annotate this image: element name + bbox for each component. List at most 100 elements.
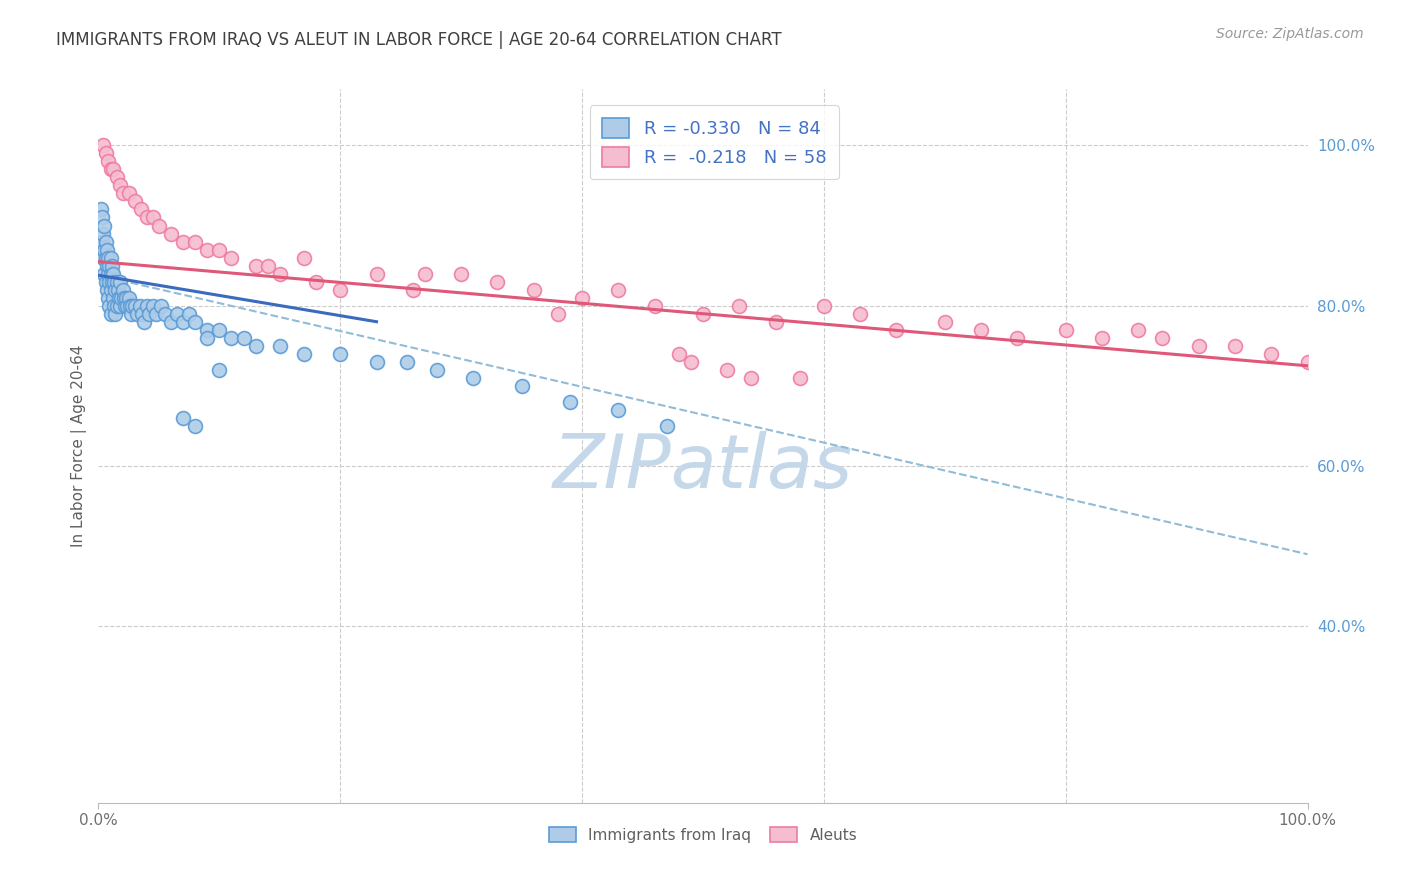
Point bbox=[91, 251, 114, 265]
Y-axis label: In Labor Force | Age 20-64: In Labor Force | Age 20-64 bbox=[72, 345, 87, 547]
Point bbox=[103, 299, 125, 313]
Point bbox=[118, 299, 141, 313]
Point bbox=[245, 339, 267, 353]
Point bbox=[100, 267, 122, 281]
Point bbox=[655, 419, 678, 434]
Point bbox=[172, 315, 194, 329]
Point bbox=[789, 371, 811, 385]
Point bbox=[114, 299, 136, 313]
Point bbox=[849, 307, 872, 321]
Point bbox=[142, 211, 165, 225]
Point bbox=[160, 315, 183, 329]
Point bbox=[100, 275, 122, 289]
Point bbox=[221, 331, 243, 345]
Point bbox=[97, 251, 120, 265]
Point bbox=[813, 299, 835, 313]
Point bbox=[765, 315, 787, 329]
Point bbox=[97, 291, 120, 305]
Point bbox=[970, 323, 993, 337]
Point bbox=[184, 235, 207, 249]
Point bbox=[172, 411, 194, 425]
Point bbox=[886, 323, 908, 337]
Point bbox=[558, 395, 581, 409]
Point bbox=[124, 194, 146, 209]
Point bbox=[153, 307, 176, 321]
Point bbox=[112, 291, 135, 305]
Point bbox=[93, 267, 115, 281]
Point bbox=[269, 267, 291, 281]
Point bbox=[245, 259, 267, 273]
Point bbox=[329, 283, 352, 297]
Point bbox=[127, 307, 149, 321]
Point bbox=[292, 251, 315, 265]
Point bbox=[463, 371, 485, 385]
Point bbox=[96, 283, 118, 297]
Point bbox=[716, 363, 738, 377]
Point bbox=[692, 307, 714, 321]
Point bbox=[94, 146, 117, 161]
Point bbox=[97, 154, 120, 169]
Point bbox=[728, 299, 751, 313]
Point bbox=[934, 315, 956, 329]
Point bbox=[131, 307, 153, 321]
Point bbox=[103, 275, 125, 289]
Point bbox=[94, 235, 117, 249]
Point bbox=[160, 227, 183, 241]
Point bbox=[96, 243, 118, 257]
Text: IMMIGRANTS FROM IRAQ VS ALEUT IN LABOR FORCE | AGE 20-64 CORRELATION CHART: IMMIGRANTS FROM IRAQ VS ALEUT IN LABOR F… bbox=[56, 31, 782, 49]
Point bbox=[117, 299, 139, 313]
Point bbox=[740, 371, 762, 385]
Point bbox=[96, 259, 118, 273]
Point bbox=[195, 243, 218, 257]
Point bbox=[98, 275, 121, 289]
Point bbox=[402, 283, 425, 297]
Point bbox=[607, 403, 630, 417]
Point bbox=[208, 243, 231, 257]
Point bbox=[115, 291, 138, 305]
Point bbox=[100, 283, 122, 297]
Point bbox=[292, 347, 315, 361]
Point bbox=[305, 275, 328, 289]
Point bbox=[269, 339, 291, 353]
Point bbox=[135, 299, 157, 313]
Point bbox=[547, 307, 569, 321]
Point bbox=[108, 275, 131, 289]
Point bbox=[100, 307, 122, 321]
Point bbox=[104, 307, 127, 321]
Point bbox=[510, 379, 533, 393]
Point bbox=[91, 138, 114, 153]
Point bbox=[166, 307, 188, 321]
Point bbox=[208, 323, 231, 337]
Point bbox=[523, 283, 546, 297]
Point bbox=[118, 186, 141, 201]
Point bbox=[129, 202, 152, 217]
Point bbox=[195, 331, 218, 345]
Point bbox=[104, 283, 127, 297]
Point bbox=[195, 323, 218, 337]
Point bbox=[134, 315, 156, 329]
Point bbox=[121, 299, 143, 313]
Point bbox=[110, 291, 132, 305]
Point bbox=[90, 202, 112, 217]
Point bbox=[644, 299, 666, 313]
Point bbox=[145, 307, 167, 321]
Point bbox=[93, 243, 115, 257]
Point bbox=[1128, 323, 1150, 337]
Point bbox=[366, 267, 388, 281]
Point bbox=[105, 170, 128, 185]
Point bbox=[1091, 331, 1114, 345]
Point bbox=[221, 251, 243, 265]
Point bbox=[94, 275, 117, 289]
Point bbox=[101, 162, 124, 177]
Point bbox=[413, 267, 436, 281]
Point bbox=[150, 299, 173, 313]
Point bbox=[91, 211, 114, 225]
Point bbox=[108, 291, 131, 305]
Point bbox=[94, 251, 117, 265]
Point bbox=[105, 299, 128, 313]
Point bbox=[179, 307, 201, 321]
Point bbox=[101, 291, 124, 305]
Point bbox=[108, 178, 131, 193]
Point bbox=[128, 299, 150, 313]
Text: Source: ZipAtlas.com: Source: ZipAtlas.com bbox=[1216, 27, 1364, 41]
